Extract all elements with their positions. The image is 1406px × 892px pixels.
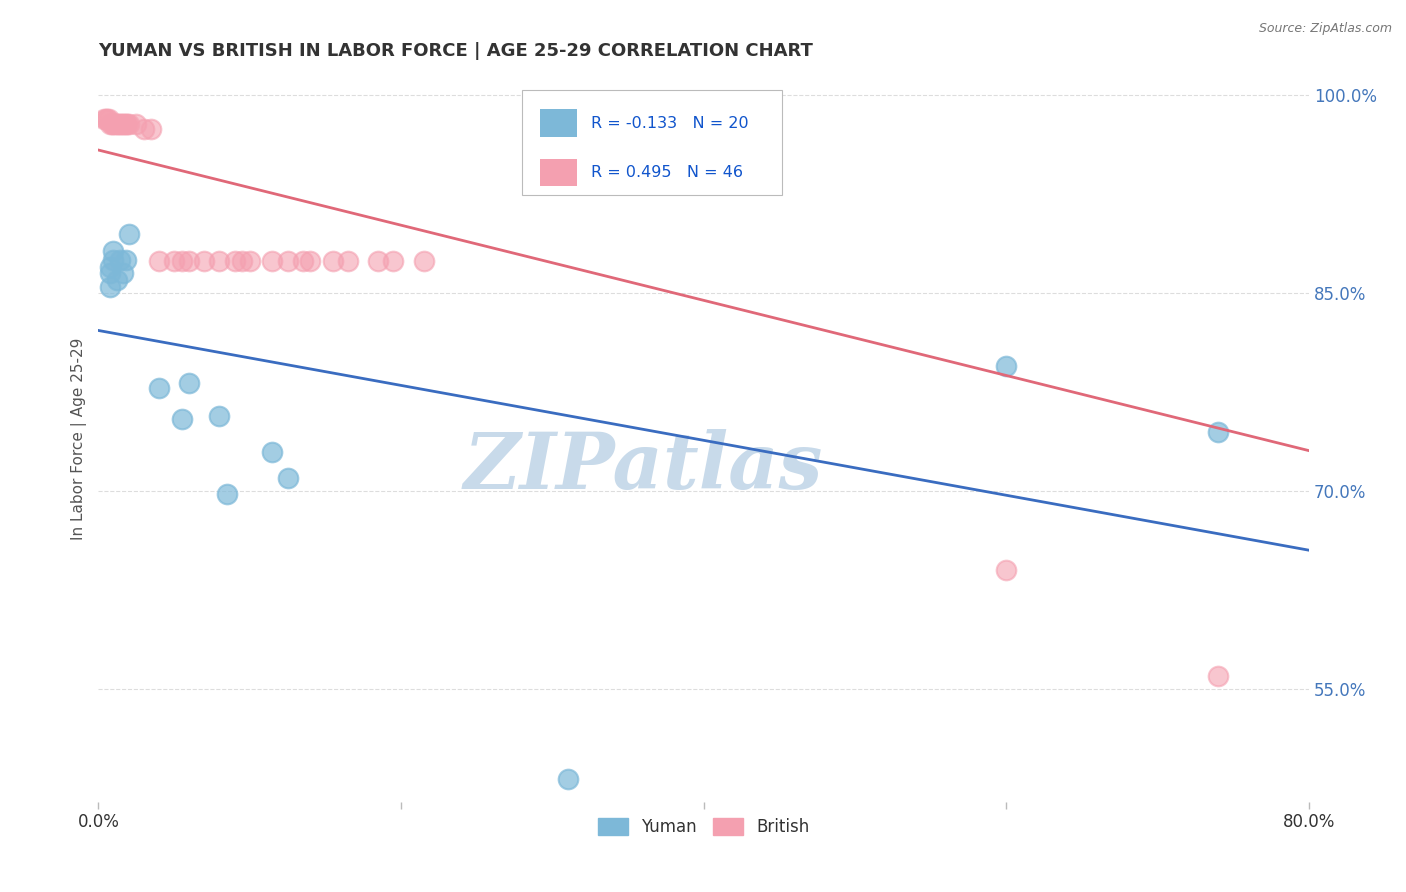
Point [105,273,128,287]
Point [117,117,139,131]
Point [100,266,122,280]
Point [111,117,134,131]
Point [115,117,138,131]
Point [995,359,1018,373]
Point [262,444,284,458]
Bar [540,110,576,137]
Point [112,117,135,131]
Point [322,254,344,268]
Point [557,772,579,786]
Point [208,254,231,268]
Point [662,122,685,136]
Point [678,122,700,136]
Point [148,381,170,395]
Point [208,409,231,423]
Point [104,117,127,131]
Text: R = -0.133   N = 20: R = -0.133 N = 20 [591,116,749,130]
Point [239,254,262,268]
Point [114,253,136,268]
Point [179,376,201,390]
Point [685,122,707,136]
Point [299,254,322,268]
Point [107,117,129,131]
Point [163,254,186,268]
Point [110,117,132,131]
Point [148,254,170,268]
Point [141,122,163,136]
Point [101,117,124,131]
Point [114,117,136,131]
Y-axis label: In Labor Force | Age 25-29: In Labor Force | Age 25-29 [72,337,87,540]
Point [1206,669,1229,683]
Point [412,254,434,268]
Point [108,117,131,131]
Point [179,254,201,268]
Point [337,254,360,268]
Point [716,122,738,136]
Point [117,227,139,241]
Point [193,254,215,268]
Point [96,112,118,126]
Point [693,122,716,136]
Text: YUMAN VS BRITISH IN LABOR FORCE | AGE 25-29 CORRELATION CHART: YUMAN VS BRITISH IN LABOR FORCE | AGE 25… [98,42,813,60]
Text: R = 0.495   N = 46: R = 0.495 N = 46 [591,165,744,180]
Point [262,254,284,268]
Point [111,266,134,280]
Point [103,253,125,268]
Point [100,260,122,274]
Point [215,487,238,501]
Point [277,254,299,268]
Point [367,254,389,268]
Point [382,254,405,268]
Legend: Yuman, British: Yuman, British [589,809,818,844]
Point [1206,425,1229,439]
Point [231,254,253,268]
Point [170,254,193,268]
Bar [540,159,576,186]
Point [100,279,122,293]
Point [170,411,193,425]
Text: Source: ZipAtlas.com: Source: ZipAtlas.com [1258,22,1392,36]
Point [995,564,1018,578]
Point [738,122,761,136]
Point [103,244,125,258]
Point [105,117,128,131]
Point [94,112,117,126]
Point [125,117,148,131]
Point [100,117,122,131]
Point [277,471,299,485]
Text: ZIPatlas: ZIPatlas [464,429,823,506]
Point [224,254,246,268]
FancyBboxPatch shape [522,90,782,195]
Point [103,117,125,131]
Point [108,253,131,268]
Point [291,254,314,268]
Point [132,122,155,136]
Point [97,112,120,126]
Point [93,112,115,126]
